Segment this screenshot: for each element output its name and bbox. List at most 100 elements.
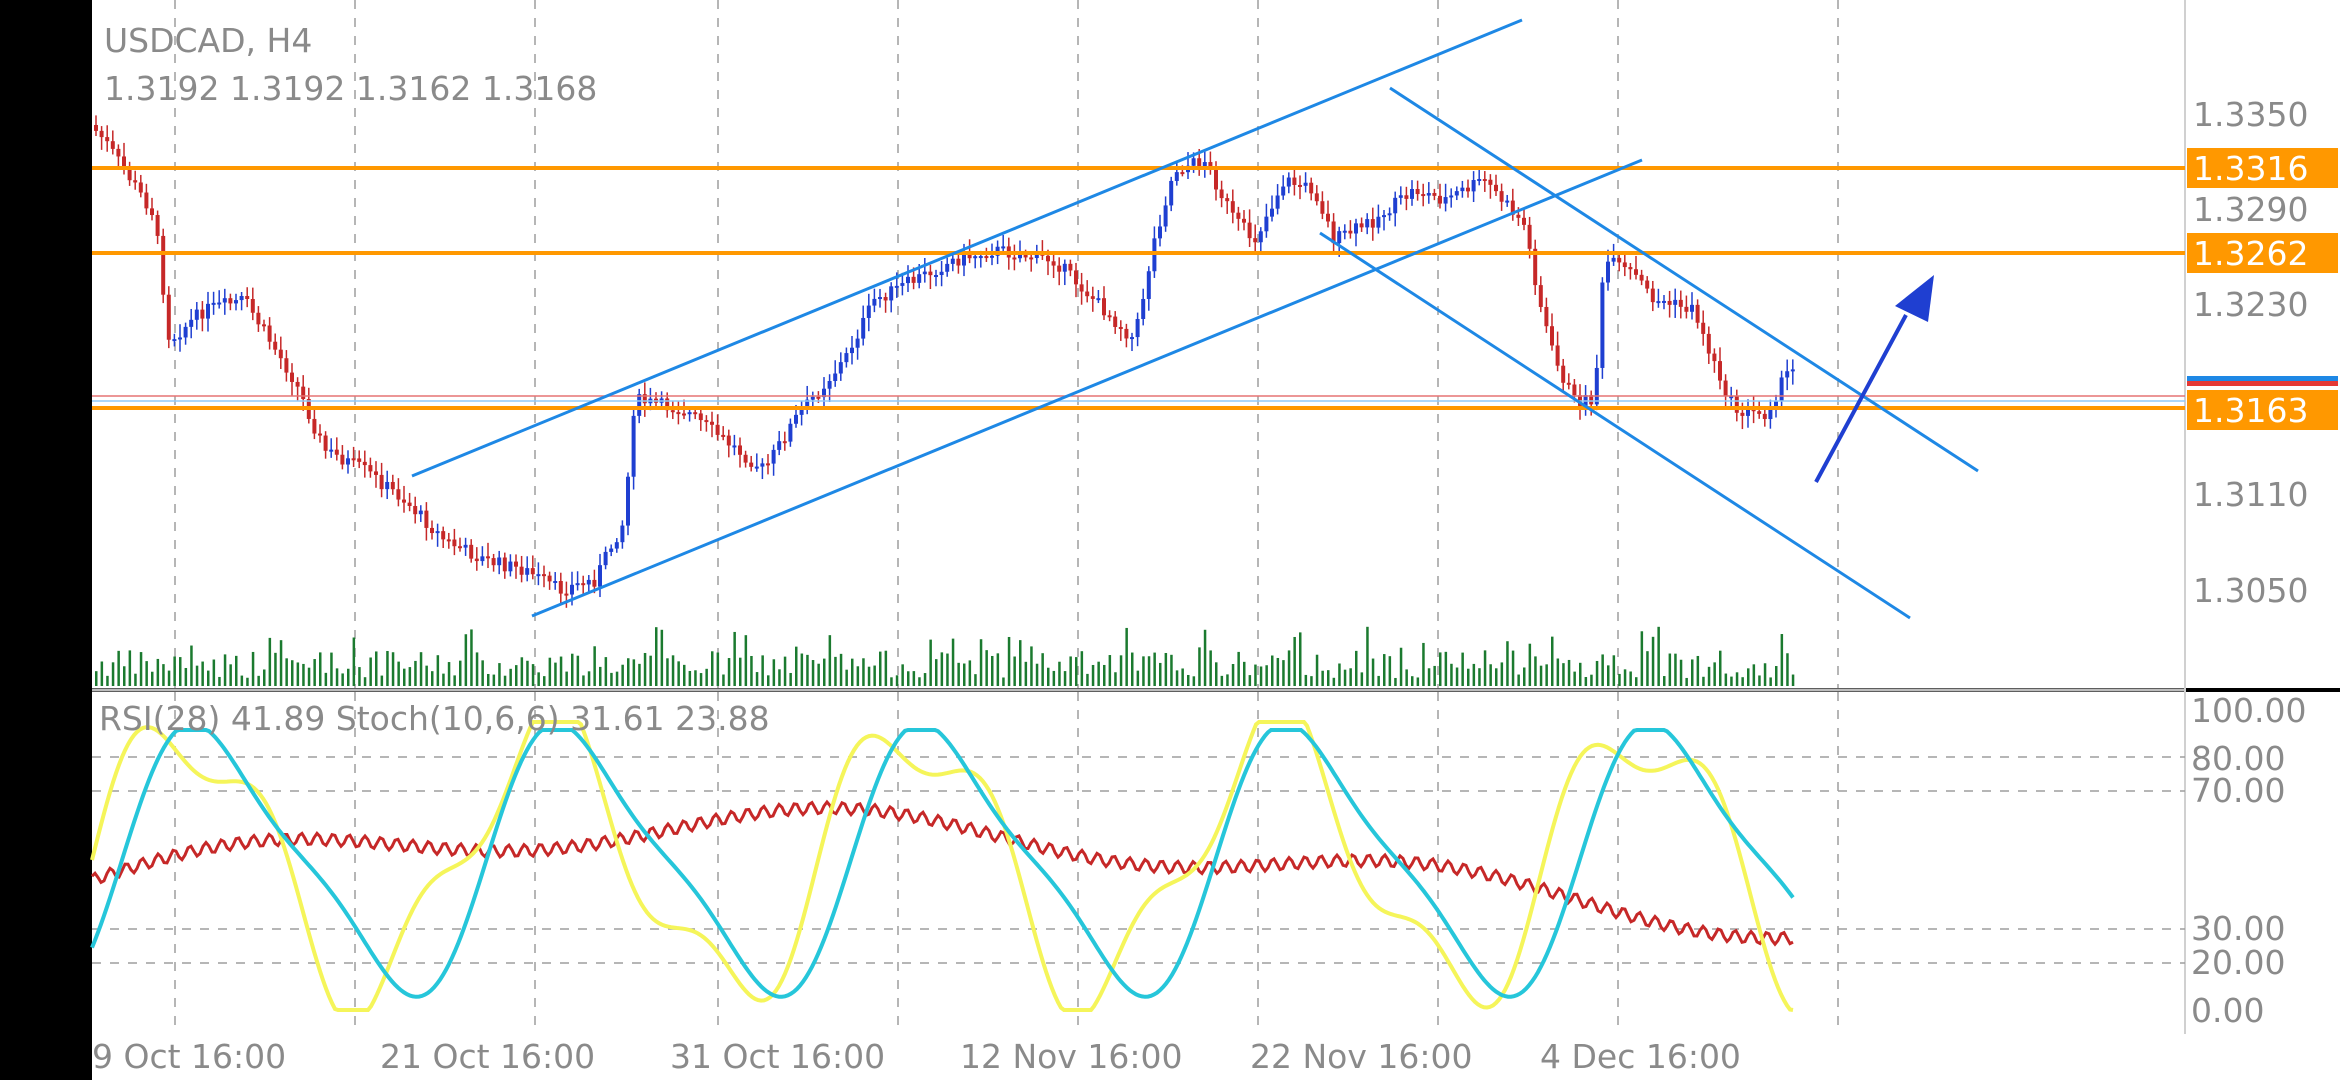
candle-body — [110, 141, 115, 149]
volume-bar — [251, 651, 255, 686]
candle-body — [614, 542, 619, 549]
candle-body — [1118, 326, 1123, 329]
price-tick-label: 1.3050 — [2193, 571, 2308, 610]
volume-bar — [1696, 655, 1700, 686]
candle-body — [788, 423, 793, 442]
candle-body — [984, 256, 989, 259]
volume-bar — [453, 675, 456, 686]
volume-bar — [643, 652, 647, 686]
volume-bar — [369, 657, 372, 686]
candle-body — [530, 568, 535, 575]
candle-body — [1656, 301, 1661, 304]
volume-bar — [604, 657, 608, 686]
candle-body — [357, 458, 362, 462]
price-tick-label: 1.3110 — [2193, 475, 2308, 514]
level-badge-1.3316[interactable]: 1.3316 — [2187, 148, 2338, 188]
candle-body — [1051, 261, 1056, 266]
volume-bar — [862, 658, 865, 686]
volume-bar — [1035, 663, 1039, 686]
candle-body — [1762, 413, 1767, 420]
volume-bar — [1455, 667, 1459, 686]
volume-bar — [1304, 674, 1308, 686]
volume-bar — [1735, 672, 1739, 686]
candle-body — [1023, 254, 1028, 258]
candle-body — [872, 298, 877, 306]
volume-bar — [884, 650, 888, 686]
candle-body — [435, 531, 440, 534]
volume-bar — [716, 652, 720, 686]
volume-bar — [436, 655, 440, 686]
volume-bar — [1052, 670, 1056, 686]
candle-body — [1018, 254, 1022, 259]
volume-bar — [571, 653, 574, 686]
candle-body — [1337, 231, 1342, 244]
volume-bar — [223, 654, 227, 686]
volume-bar — [873, 665, 876, 686]
candle-body — [878, 297, 882, 300]
candle-body — [1421, 194, 1426, 197]
volume-bar — [1041, 653, 1044, 686]
candle-body — [1393, 197, 1398, 214]
volume-bar — [268, 637, 272, 686]
volume-bar — [677, 661, 680, 686]
candle-body — [1426, 193, 1431, 196]
candle-body — [945, 263, 950, 272]
candle-body — [1572, 384, 1577, 396]
volume-bar — [1763, 663, 1767, 686]
volume-bar — [907, 671, 910, 686]
volume-bar — [1506, 641, 1509, 686]
candle-body — [155, 215, 160, 236]
volume-bar — [123, 666, 126, 686]
candle-body — [1460, 187, 1465, 192]
volume-bar — [660, 629, 664, 686]
candle-body — [1354, 223, 1358, 234]
volume-bar — [666, 658, 669, 686]
candle-body — [1449, 195, 1454, 198]
volume-bar — [1119, 655, 1123, 686]
volume-bar — [1467, 668, 1470, 686]
volume-bar — [783, 656, 787, 686]
volume-bar — [739, 657, 742, 686]
volume-bar — [515, 665, 518, 686]
candle-body — [351, 458, 356, 461]
volume-bar — [380, 675, 384, 686]
volume-bar — [1758, 675, 1761, 686]
volume-bar — [1657, 626, 1660, 686]
indicator-panel[interactable] — [92, 692, 2185, 1034]
candle-body — [1488, 179, 1493, 185]
volume-bar — [1427, 668, 1431, 686]
volume-bar — [1489, 664, 1492, 686]
level-badge-1.3163[interactable]: 1.3163 — [2187, 390, 2338, 430]
symbol-title: USDCAD, H4 — [104, 21, 312, 60]
volume-bar — [565, 671, 568, 686]
volume-bar — [134, 673, 137, 686]
volume-bar — [1651, 636, 1655, 686]
candle-body — [1589, 395, 1594, 405]
volume-bar — [1355, 650, 1358, 686]
volume-bar — [487, 673, 490, 686]
candle-body — [1096, 298, 1101, 301]
candle-body — [1774, 401, 1778, 410]
candle-body — [962, 252, 966, 266]
candle-body — [1001, 246, 1006, 249]
candle-body — [1365, 219, 1370, 228]
candle-body — [519, 566, 524, 575]
volume-bar — [1282, 660, 1285, 686]
volume-bar — [587, 671, 591, 686]
candle-body — [536, 574, 541, 577]
projection-arrow-line — [1814, 314, 1908, 483]
candle-body — [1208, 162, 1213, 169]
indicator-tick-label: 0.00 — [2191, 991, 2264, 1030]
candle-body — [1219, 189, 1224, 199]
volume-bar — [1203, 629, 1207, 686]
time-tick-label: 9 Oct 16:00 — [92, 1037, 286, 1076]
candle-body — [631, 415, 636, 477]
candle-body — [1141, 298, 1146, 320]
candle-body — [575, 583, 580, 586]
level-badge-1.3262[interactable]: 1.3262 — [2187, 233, 2338, 273]
candle-body — [99, 130, 104, 138]
volume-bar — [940, 652, 944, 686]
price-panel[interactable] — [92, 0, 2185, 688]
volume-bar — [537, 672, 540, 686]
